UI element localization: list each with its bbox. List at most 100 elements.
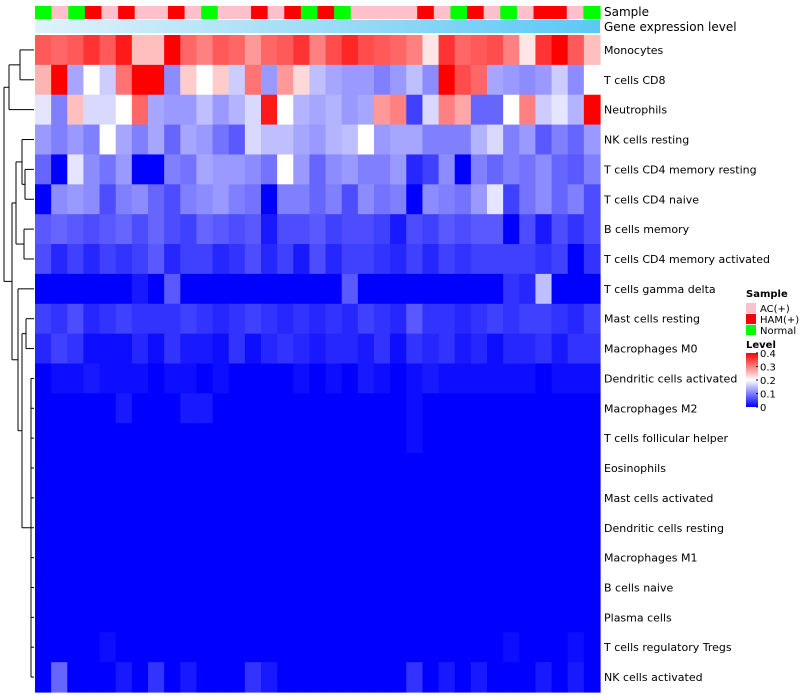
heatmap-cell [51, 64, 68, 96]
heatmap-cell [357, 602, 375, 633]
heatmap-cell [535, 35, 553, 66]
heatmap-cell [454, 184, 472, 215]
heatmap-cell [357, 482, 375, 514]
heatmap-cell [357, 512, 375, 544]
heatmap-cell [35, 35, 52, 66]
heatmap-cell [487, 482, 504, 514]
heatmap-cell [131, 273, 149, 305]
heatmap-cell [67, 632, 85, 663]
heatmap-cell [519, 572, 537, 604]
heatmap-cell [51, 632, 68, 663]
heatmap-cell [454, 273, 472, 305]
heatmap-cell [83, 184, 101, 215]
heatmap-cell [244, 482, 262, 514]
heatmap-cell [277, 632, 294, 663]
heatmap-cell [51, 154, 68, 185]
heatmap-cell [438, 482, 456, 514]
heatmap-cell [212, 214, 230, 245]
heatmap-cell [67, 482, 85, 514]
heatmap-cell [35, 214, 52, 245]
heatmap-cell [212, 154, 230, 185]
heatmap-cell [131, 64, 149, 96]
heatmap-cell [212, 482, 230, 514]
heatmap-cell [244, 124, 262, 156]
heatmap-cell [438, 662, 456, 693]
heatmap-cell [51, 303, 68, 335]
heatmap-cell [535, 154, 553, 185]
heatmap-cell [567, 244, 585, 275]
heatmap-cell [164, 184, 181, 215]
heatmap-cell [180, 602, 198, 633]
heatmap-cell [164, 662, 181, 693]
heatmap-cell [390, 363, 407, 394]
heatmap-cell [131, 124, 149, 156]
sample-annotation-cell [417, 6, 435, 19]
heatmap-cell [83, 35, 101, 66]
sample-annotation-cell [134, 6, 152, 19]
heatmap-cell [228, 662, 246, 693]
heatmap-cell [325, 602, 343, 633]
heatmap-cell [228, 393, 246, 424]
heatmap-cell [196, 124, 214, 156]
heatmap-cell [341, 572, 359, 604]
heatmap-cell [212, 35, 230, 66]
heatmap-cell [454, 303, 472, 335]
heatmap-cell [567, 94, 585, 126]
heatmap-cell [35, 303, 52, 335]
heatmap-cell [293, 154, 311, 185]
heatmap-cell [35, 453, 52, 484]
heatmap-cell [390, 333, 407, 365]
heatmap-cell [180, 124, 198, 156]
heatmap-cell [309, 572, 327, 604]
heatmap-cell [422, 303, 440, 335]
heatmap-cell [131, 542, 149, 574]
heatmap-cell [341, 542, 359, 574]
heatmap-cell [83, 124, 101, 156]
row-label: T cells CD4 memory resting [603, 163, 757, 176]
heatmap-cell [325, 94, 343, 126]
heatmap-cell [487, 303, 504, 335]
heatmap-cell [212, 363, 230, 394]
heatmap-cell [390, 423, 407, 454]
heatmap-cell [293, 124, 311, 156]
heatmap-cell [438, 423, 456, 454]
heatmap-cell [519, 214, 537, 245]
heatmap-cell [131, 214, 149, 245]
sample-annotation-cell [483, 6, 501, 19]
heatmap-cell [470, 512, 488, 544]
heatmap-cell [341, 64, 359, 96]
heatmap-cell [196, 662, 214, 693]
heatmap-cell [212, 273, 230, 305]
heatmap-cell [406, 453, 424, 484]
heatmap-cell [131, 453, 149, 484]
heatmap-cell [277, 154, 294, 185]
heatmap-cell [374, 64, 391, 96]
heatmap-cell [341, 244, 359, 275]
heatmap-cell [83, 393, 101, 424]
heatmap-cell [309, 303, 327, 335]
heatmap-cell [583, 482, 601, 514]
heatmap-cell [309, 512, 327, 544]
heatmap-cell [438, 542, 456, 574]
heatmap-cell [422, 632, 440, 663]
heatmap-cell [487, 632, 504, 663]
heatmap-cell [35, 423, 52, 454]
heatmap-cell [551, 94, 569, 126]
heatmap-cell [83, 273, 101, 305]
heatmap-cell [454, 482, 472, 514]
heatmap-cell [228, 333, 246, 365]
heatmap-cell [551, 64, 569, 96]
heatmap-cell [212, 542, 230, 574]
heatmap-cell [148, 482, 165, 514]
heatmap-cell [131, 602, 149, 633]
heatmap-cell [325, 363, 343, 394]
heatmap-cell [67, 94, 85, 126]
heatmap-cell [503, 64, 520, 96]
sample-annotation-cell [367, 6, 385, 19]
heatmap-cell [374, 154, 391, 185]
heatmap-cell [244, 602, 262, 633]
heatmap-cell [115, 35, 133, 66]
heatmap-cell [583, 572, 601, 604]
heatmap-cell [503, 94, 520, 126]
heatmap-cell [148, 662, 165, 693]
